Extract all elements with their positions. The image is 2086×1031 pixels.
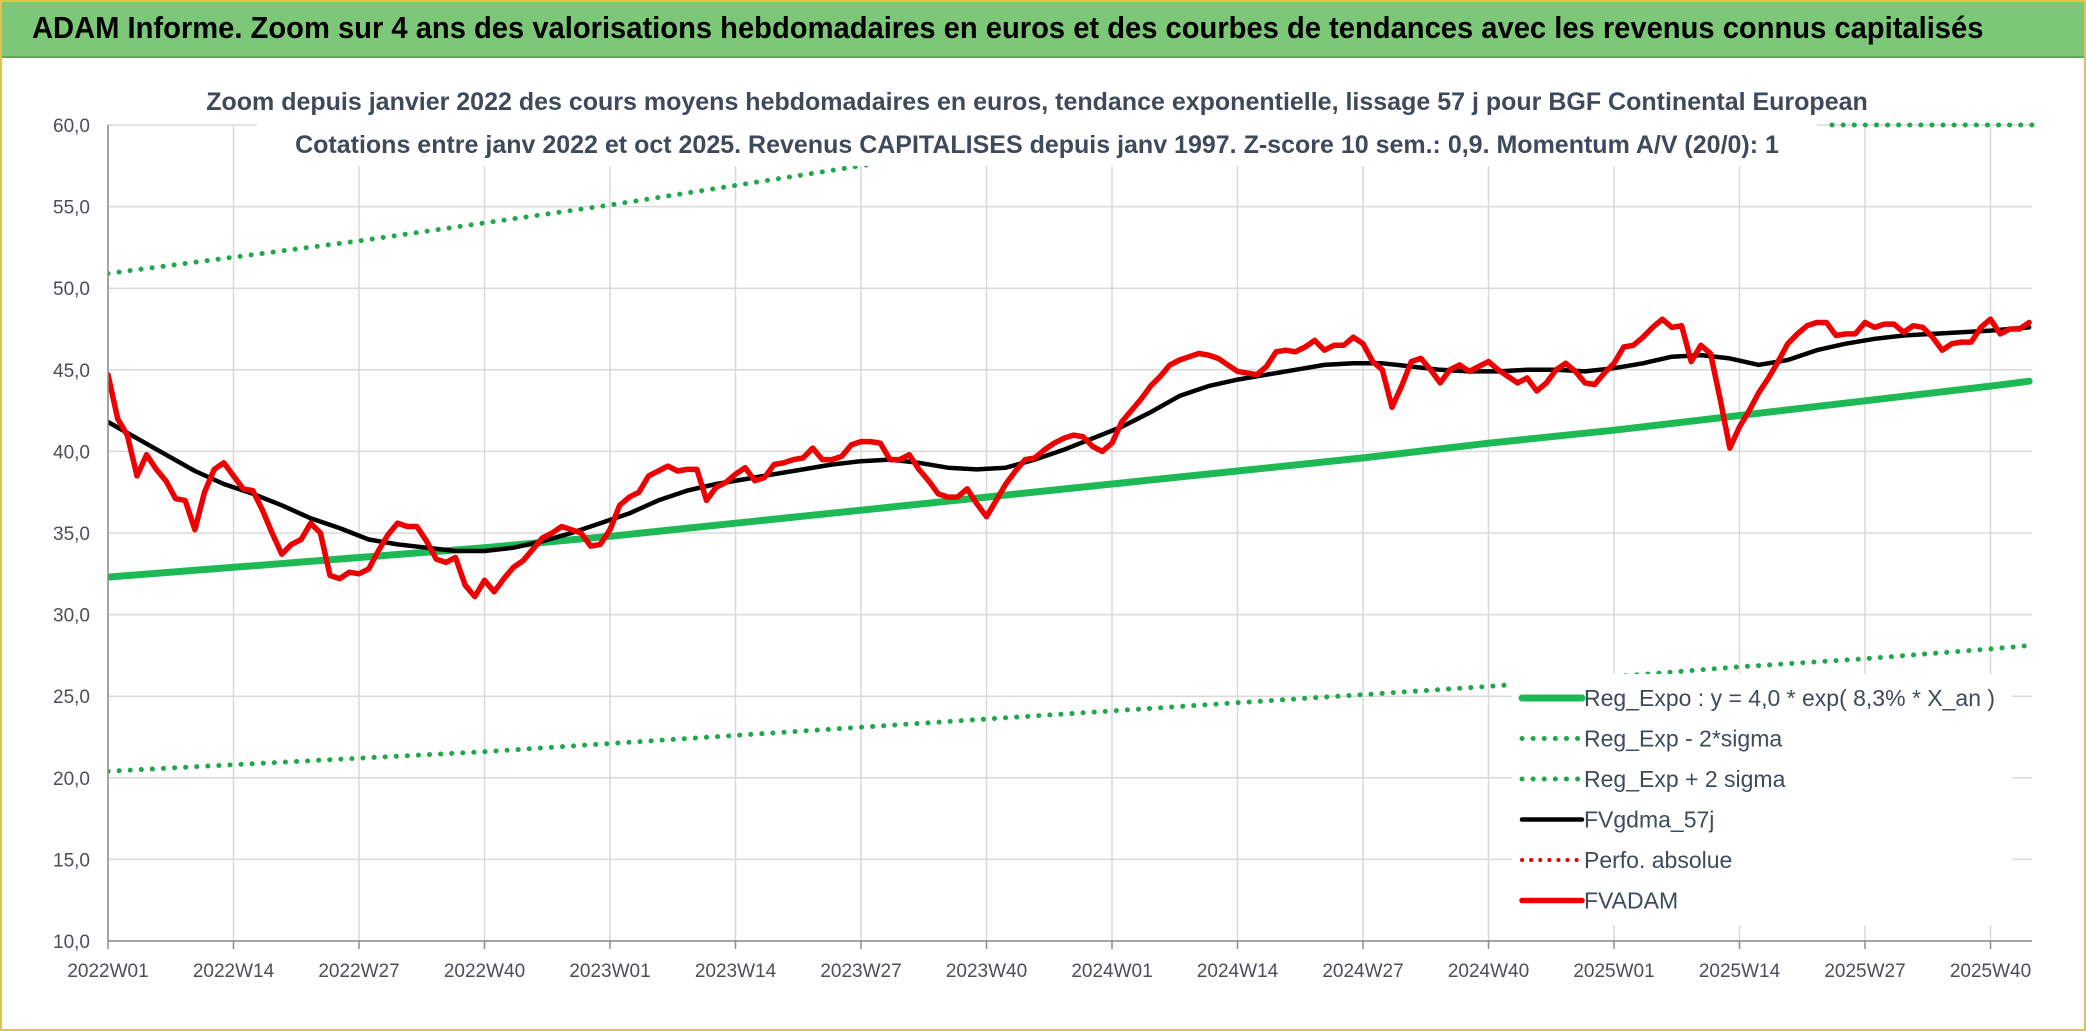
chart-title-background — [257, 80, 1817, 166]
y-tick-label: 20,0 — [53, 769, 90, 790]
x-tick-label: 2023W01 — [569, 961, 650, 982]
legend-background — [1512, 674, 2012, 925]
chart-subtitle: Cotations entre janv 2022 et oct 2025. R… — [295, 131, 1779, 159]
y-tick-label: 50,0 — [53, 279, 90, 300]
legend-label: Reg_Exp + 2 sigma — [1584, 766, 1786, 792]
y-tick-label: 15,0 — [53, 850, 90, 871]
x-tick-label: 2022W14 — [193, 961, 275, 982]
y-tick-label: 40,0 — [53, 442, 90, 463]
x-tick-label: 2024W01 — [1071, 961, 1152, 982]
y-tick-label: 35,0 — [53, 524, 90, 545]
legend-label: Perfo. absolue — [1584, 847, 1732, 873]
legend-label: FVADAM — [1584, 888, 1678, 914]
x-tick-label: 2024W40 — [1448, 961, 1529, 982]
legend: Reg_Expo : y = 4,0 * exp( 8,3% * X_an ) R… — [1512, 674, 2012, 925]
y-tick-label: 25,0 — [53, 687, 90, 708]
legend-label: Reg_Expo : y = 4,0 * exp( 8,3% * X_an ) — [1584, 685, 1995, 711]
y-tick-label: 55,0 — [53, 198, 90, 219]
axis-layer: 10,0 15,0 20,0 25,0 30,0 35,0 40,0 45,0 50,0 55,0… — [53, 116, 2032, 982]
chart-title: Zoom depuis janvier 2022 des cours moyen… — [206, 88, 1868, 116]
series-fvadam — [108, 316, 2032, 600]
y-tick-label: 45,0 — [53, 361, 90, 382]
series-layer — [108, 122, 2035, 774]
series-reg-exp-minus-2-sigma — [108, 643, 2032, 774]
x-tick-label: 2023W14 — [695, 961, 777, 982]
x-tick-label: 2024W27 — [1322, 961, 1403, 982]
x-tick-label: 2022W01 — [67, 961, 148, 982]
series-fvgdma-57j — [108, 325, 2032, 554]
series-reg-expo — [108, 377, 2033, 581]
x-tick-label: 2022W40 — [444, 961, 525, 982]
x-tick-label: 2025W40 — [1950, 961, 2031, 982]
header-title: ADAM Informe. Zoom sur 4 ans des valoris… — [32, 10, 1984, 45]
x-tick-label: 2025W27 — [1824, 961, 1905, 982]
legend-label: Reg_Exp - 2*sigma — [1584, 726, 1782, 752]
x-tick-label: 2025W01 — [1573, 961, 1654, 982]
x-tick-label: 2023W27 — [820, 961, 901, 982]
chart-title-block: Zoom depuis janvier 2022 des cours moyen… — [206, 80, 1868, 166]
x-tick-label: 2022W27 — [318, 961, 399, 982]
legend-label: FVgdma_57j — [1584, 807, 1714, 833]
y-tick-label: 60,0 — [53, 116, 90, 137]
x-tick-label: 2024W14 — [1197, 961, 1279, 982]
x-tick-label: 2025W14 — [1699, 961, 1781, 982]
y-tick-label: 10,0 — [53, 932, 90, 953]
x-tick-label: 2023W40 — [946, 961, 1027, 982]
header-bar: ADAM Informe. Zoom sur 4 ans des valoris… — [2, 2, 2084, 58]
y-tick-label: 30,0 — [53, 606, 90, 627]
